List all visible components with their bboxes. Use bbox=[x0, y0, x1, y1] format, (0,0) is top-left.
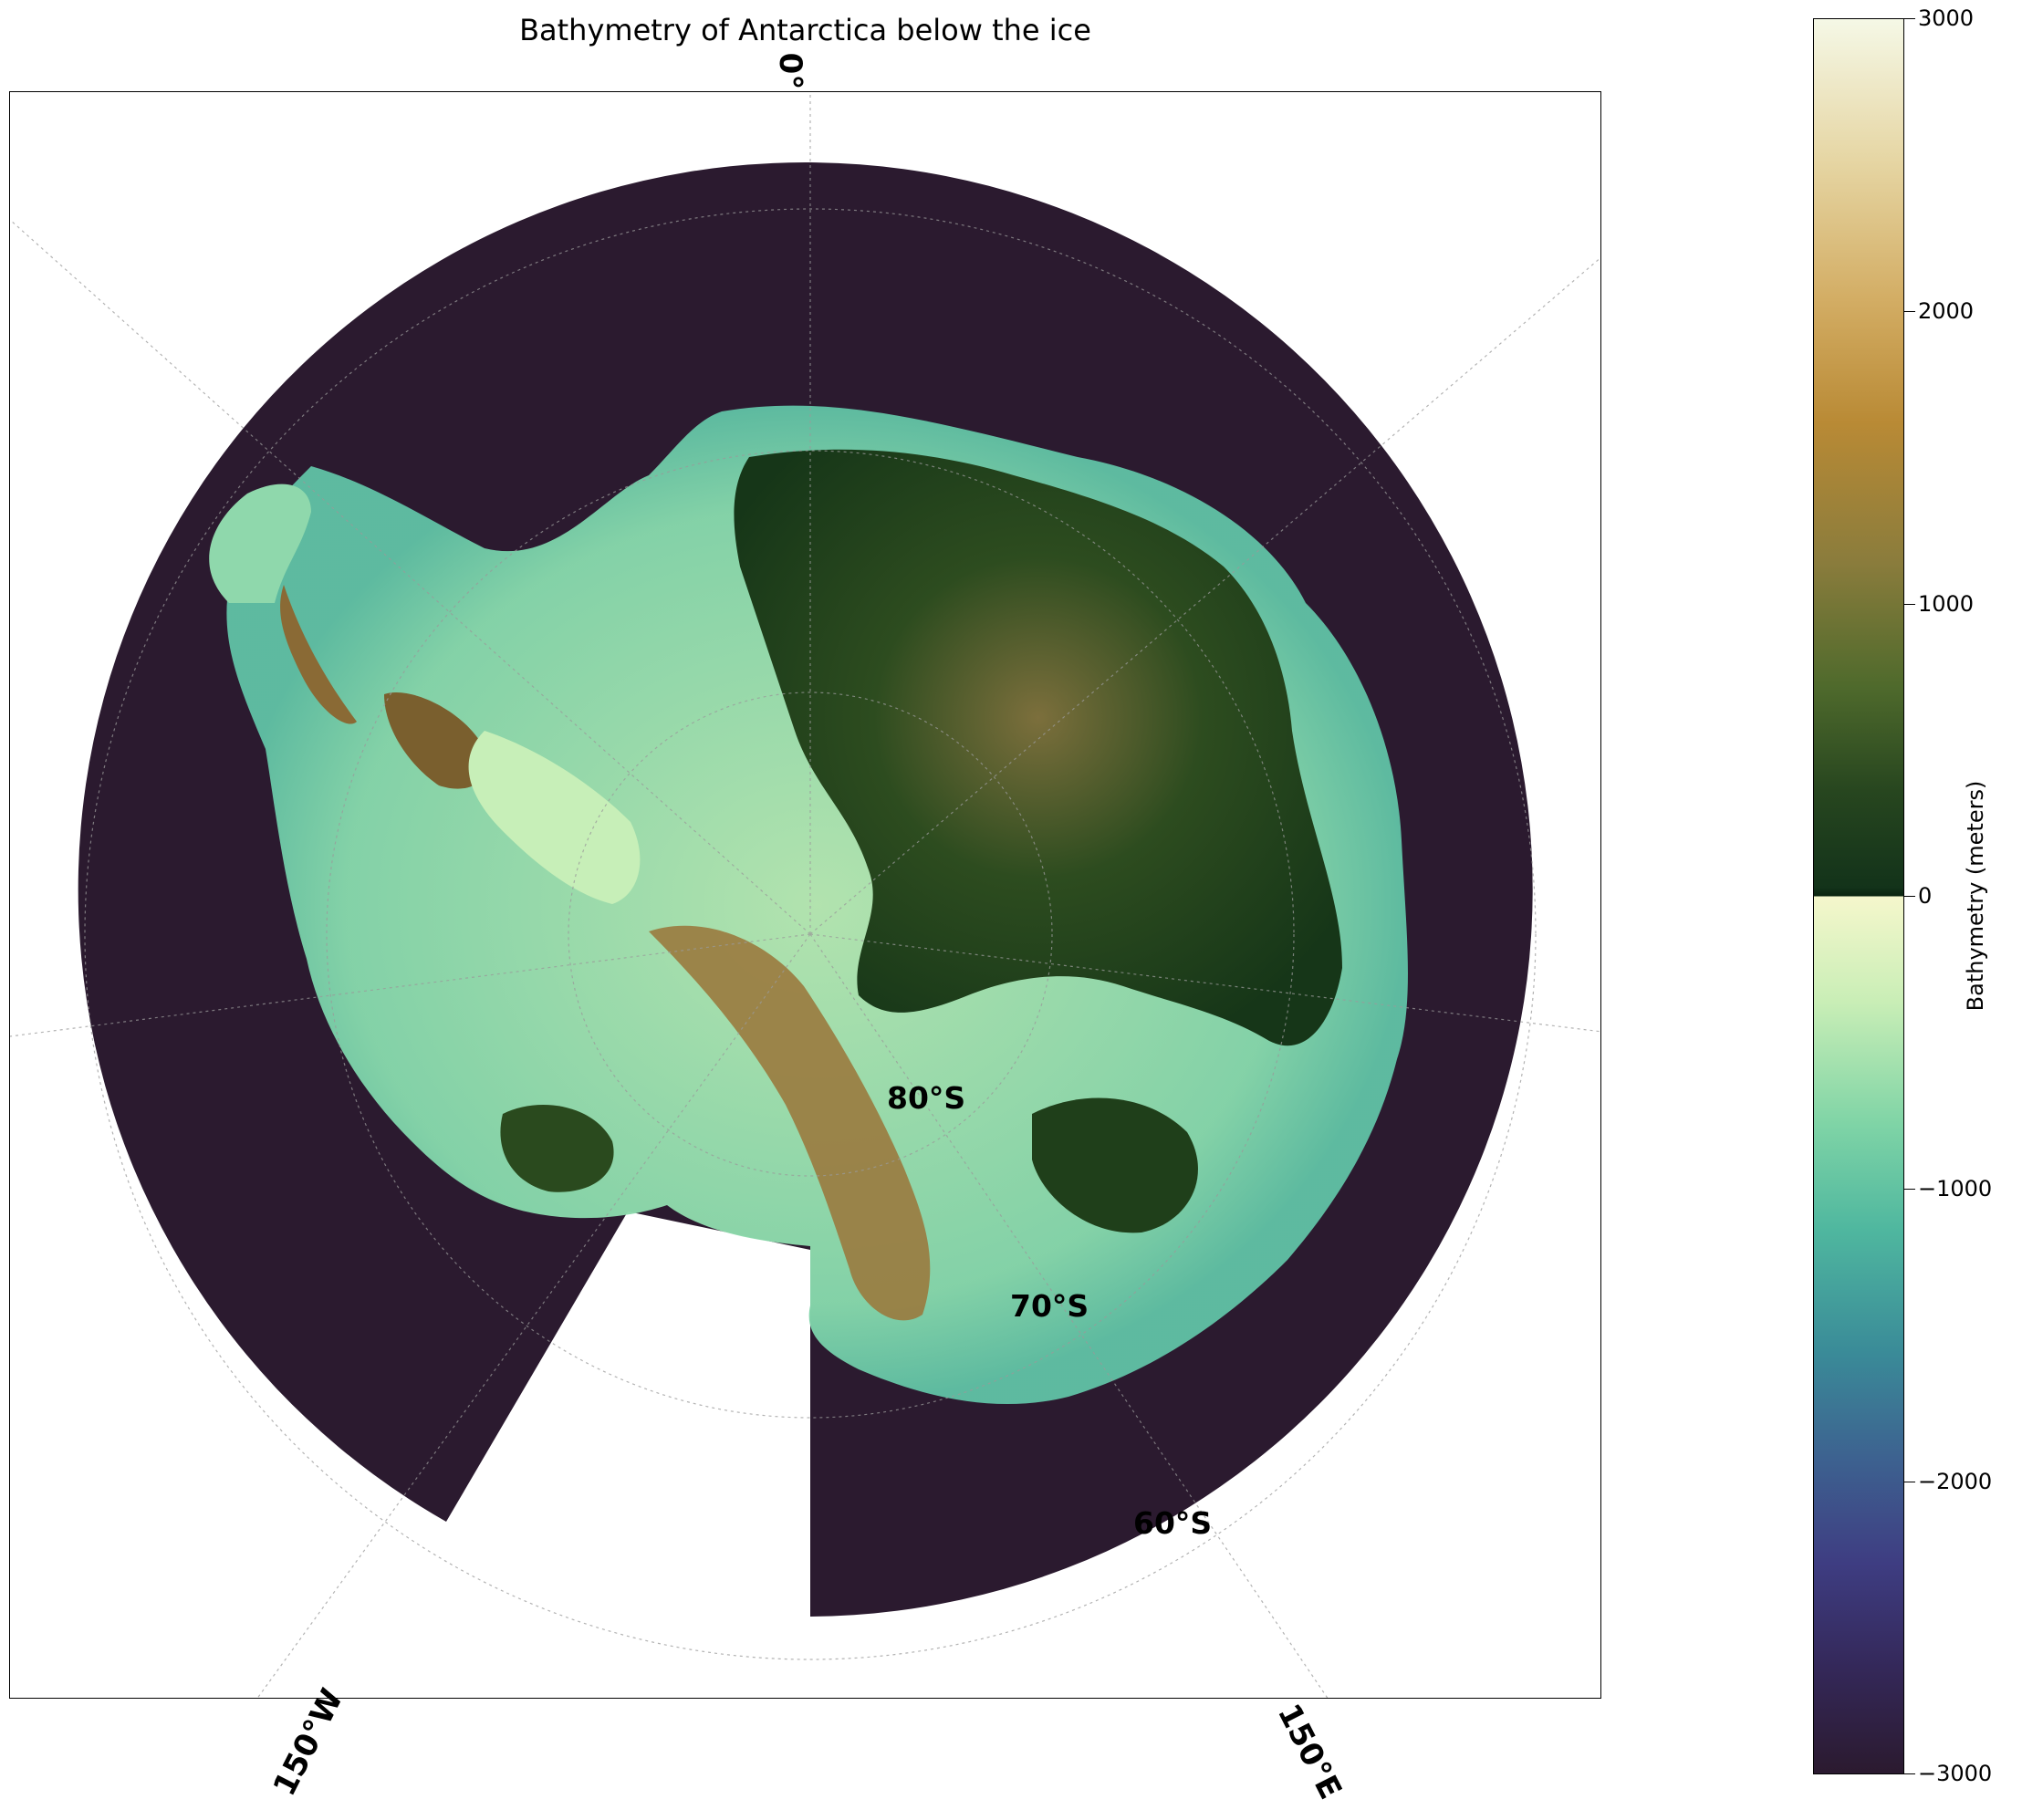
colorbar-tick-label: 2000 bbox=[1918, 298, 1975, 324]
graticule bbox=[10, 92, 1600, 1698]
latitude-label-60s: 60°S bbox=[1133, 1505, 1213, 1541]
colorbar-tick-label: −2000 bbox=[1918, 1469, 1993, 1494]
colorbar-tick bbox=[1904, 18, 1915, 19]
bedrock-patch bbox=[500, 1105, 614, 1192]
latitude-label-80s: 80°S bbox=[887, 1080, 966, 1116]
colorbar-tick bbox=[1904, 311, 1915, 312]
colorbar bbox=[1813, 18, 1904, 1774]
colorbar-tick-label: −1000 bbox=[1918, 1176, 1993, 1201]
bedrock-patch bbox=[1032, 1097, 1198, 1233]
bedrock-patch bbox=[384, 692, 486, 789]
meridian-label-150e: 150°E bbox=[1269, 1698, 1350, 1805]
colorbar-tick bbox=[1904, 896, 1915, 897]
meridian-label-0: 0° bbox=[772, 52, 808, 90]
colorbar-tick bbox=[1904, 604, 1915, 605]
bathymetry-map bbox=[10, 92, 1600, 1698]
colorbar-tick-label: 1000 bbox=[1918, 591, 1975, 617]
ross-ice-shelf-cavity bbox=[468, 731, 641, 904]
colorbar-tick bbox=[1904, 1189, 1915, 1190]
colorbar-tick-label: 3000 bbox=[1918, 5, 1975, 31]
peninsula bbox=[209, 484, 311, 603]
colorbar-tick-label: 0 bbox=[1918, 883, 1933, 909]
meridian-label-150w: 150°W bbox=[266, 1683, 351, 1802]
colorbar-tick bbox=[1904, 1773, 1915, 1774]
bedrock-patch bbox=[280, 585, 357, 724]
map-title: Bathymetry of Antarctica below the ice bbox=[519, 13, 1091, 47]
map-frame bbox=[9, 91, 1601, 1699]
transantarctic-mountains bbox=[649, 925, 931, 1321]
colorbar-tick-label: −3000 bbox=[1918, 1761, 1993, 1786]
latitude-label-70s: 70°S bbox=[1010, 1288, 1089, 1324]
colorbar-label: Bathymetry (meters) bbox=[1963, 780, 1988, 1012]
east-antarctic-bedrock bbox=[734, 449, 1342, 1046]
